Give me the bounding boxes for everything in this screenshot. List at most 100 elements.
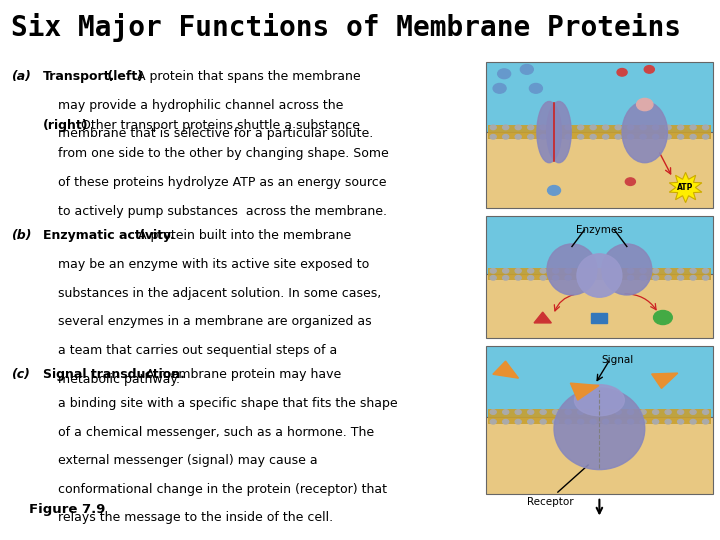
Circle shape xyxy=(516,410,521,414)
Circle shape xyxy=(703,410,708,414)
Bar xyxy=(486,274,713,338)
Circle shape xyxy=(703,134,708,139)
Circle shape xyxy=(540,410,546,414)
Circle shape xyxy=(503,410,509,414)
Circle shape xyxy=(516,125,521,130)
Ellipse shape xyxy=(537,102,562,163)
Circle shape xyxy=(590,268,596,273)
Circle shape xyxy=(640,275,646,280)
Text: (left): (left) xyxy=(103,70,143,83)
Circle shape xyxy=(652,134,659,139)
Circle shape xyxy=(640,420,646,424)
Bar xyxy=(488,268,711,280)
Circle shape xyxy=(603,125,608,130)
Circle shape xyxy=(565,125,571,130)
Circle shape xyxy=(640,125,646,130)
Circle shape xyxy=(690,268,696,273)
Circle shape xyxy=(553,268,559,273)
Circle shape xyxy=(516,134,521,139)
Circle shape xyxy=(628,410,634,414)
Text: may be an enzyme with its active site exposed to: may be an enzyme with its active site ex… xyxy=(58,258,369,271)
Ellipse shape xyxy=(546,102,571,163)
Circle shape xyxy=(603,275,608,280)
Circle shape xyxy=(590,134,596,139)
Circle shape xyxy=(665,134,671,139)
Circle shape xyxy=(678,134,683,139)
Circle shape xyxy=(628,420,634,424)
Ellipse shape xyxy=(622,102,667,163)
Circle shape xyxy=(528,134,534,139)
Circle shape xyxy=(577,125,584,130)
Polygon shape xyxy=(670,172,702,202)
Circle shape xyxy=(529,84,542,93)
Circle shape xyxy=(690,410,696,414)
Polygon shape xyxy=(570,383,599,400)
Circle shape xyxy=(640,134,646,139)
Polygon shape xyxy=(652,373,678,388)
Text: may provide a hydrophilic channel across the: may provide a hydrophilic channel across… xyxy=(58,99,343,112)
Circle shape xyxy=(615,134,621,139)
Circle shape xyxy=(617,69,627,76)
Circle shape xyxy=(565,268,571,273)
Circle shape xyxy=(565,134,571,139)
Circle shape xyxy=(665,268,671,273)
Circle shape xyxy=(553,134,559,139)
Text: external messenger (signal) may cause a: external messenger (signal) may cause a xyxy=(58,454,318,467)
Text: Enzymes: Enzymes xyxy=(576,225,623,234)
Circle shape xyxy=(690,125,696,130)
Circle shape xyxy=(652,268,659,273)
Circle shape xyxy=(553,275,559,280)
Circle shape xyxy=(490,134,496,139)
Circle shape xyxy=(625,178,635,185)
Text: Transport.: Transport. xyxy=(43,70,115,83)
Circle shape xyxy=(678,275,683,280)
Circle shape xyxy=(553,410,559,414)
Circle shape xyxy=(678,410,683,414)
Circle shape xyxy=(528,410,534,414)
Ellipse shape xyxy=(575,384,624,416)
Bar xyxy=(590,313,606,323)
Text: Signal transduction.: Signal transduction. xyxy=(43,368,185,381)
Text: A membrane protein may have: A membrane protein may have xyxy=(146,368,341,381)
Circle shape xyxy=(565,410,571,414)
Circle shape xyxy=(628,275,634,280)
Circle shape xyxy=(577,275,584,280)
Circle shape xyxy=(540,268,546,273)
Text: Enzymatic activity.: Enzymatic activity. xyxy=(43,230,175,242)
Circle shape xyxy=(521,64,534,74)
Text: relays the message to the inside of the cell.: relays the message to the inside of the … xyxy=(58,511,333,524)
Circle shape xyxy=(498,69,510,79)
Circle shape xyxy=(503,420,509,424)
Circle shape xyxy=(603,410,608,414)
Circle shape xyxy=(565,420,571,424)
Circle shape xyxy=(528,420,534,424)
Polygon shape xyxy=(534,312,552,323)
Circle shape xyxy=(603,420,608,424)
Circle shape xyxy=(577,134,584,139)
Text: Other transport proteins shuttle a substance: Other transport proteins shuttle a subst… xyxy=(81,119,360,132)
Circle shape xyxy=(540,125,546,130)
Text: of a chemical messenger, such as a hormone. The: of a chemical messenger, such as a hormo… xyxy=(58,426,374,438)
Circle shape xyxy=(490,275,496,280)
Text: to actively pump substances  across the membrane.: to actively pump substances across the m… xyxy=(58,205,387,218)
Text: from one side to the other by changing shape. Some: from one side to the other by changing s… xyxy=(58,147,388,160)
Text: metabolic pathway.: metabolic pathway. xyxy=(58,373,179,386)
Circle shape xyxy=(703,420,708,424)
Bar xyxy=(486,417,713,494)
Circle shape xyxy=(615,268,621,273)
Bar xyxy=(486,346,713,417)
Bar xyxy=(486,132,713,208)
Text: Figure 7.9: Figure 7.9 xyxy=(29,503,105,516)
Text: A protein built into the membrane: A protein built into the membrane xyxy=(138,230,351,242)
Ellipse shape xyxy=(547,244,597,295)
Circle shape xyxy=(540,420,546,424)
Circle shape xyxy=(490,410,496,414)
Circle shape xyxy=(540,275,546,280)
Circle shape xyxy=(615,275,621,280)
Circle shape xyxy=(690,275,696,280)
Ellipse shape xyxy=(554,388,645,470)
Circle shape xyxy=(528,268,534,273)
Circle shape xyxy=(548,186,561,195)
Circle shape xyxy=(640,410,646,414)
Circle shape xyxy=(678,125,683,130)
